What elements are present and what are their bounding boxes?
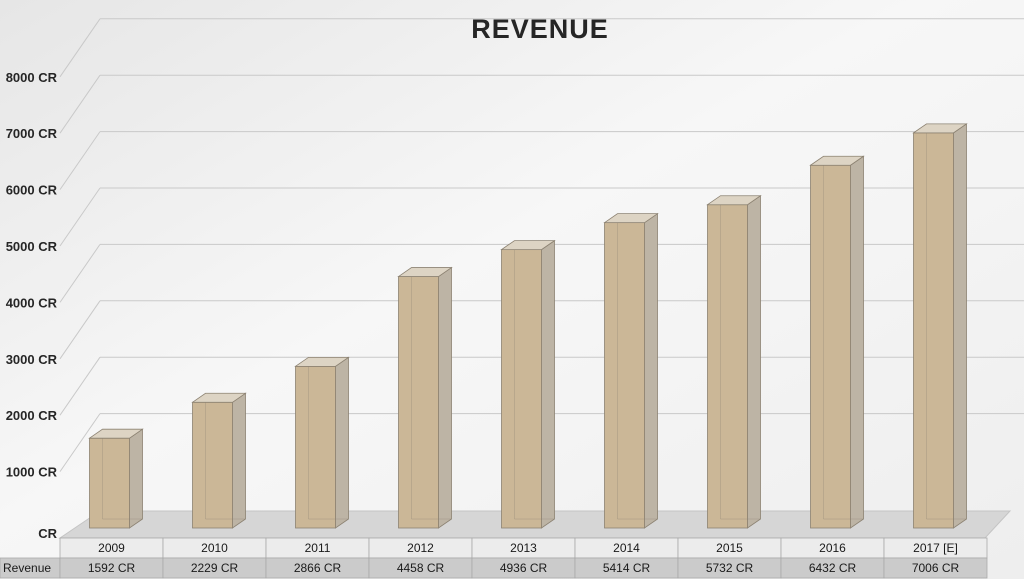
y-tick-label: 8000 CR	[6, 70, 58, 85]
bar-side-face	[129, 428, 143, 529]
table-value-cell	[883, 557, 988, 579]
y-tick-label: 5000 CR	[6, 239, 58, 254]
y-tick-label: 4000 CR	[6, 295, 58, 310]
value-label: 6432 CR	[809, 561, 857, 575]
bar-side-face	[232, 392, 246, 529]
gridline-diagonal	[59, 131, 101, 190]
category-label: 2012	[407, 541, 434, 555]
category-label: 2009	[98, 541, 125, 555]
category-label: 2013	[510, 541, 537, 555]
bar-front-face	[192, 401, 233, 529]
bar-front-face	[604, 222, 645, 529]
gridline-diagonal	[59, 74, 101, 134]
category-label: 2011	[305, 541, 331, 555]
gridline-diagonal	[59, 356, 101, 416]
bar-front-face	[398, 276, 439, 529]
value-label: 2229 CR	[191, 561, 239, 575]
bar-2014	[603, 212, 659, 529]
bar-front-face	[913, 132, 954, 529]
bar-top-face	[294, 356, 350, 367]
bar-side-face	[438, 266, 452, 529]
bar-top-face	[397, 267, 453, 277]
category-label: 2016	[819, 541, 846, 555]
value-label: 5732 CR	[706, 561, 754, 575]
bar-top-face	[191, 392, 247, 403]
category-label: 2010	[201, 541, 228, 555]
bar-front-face	[810, 164, 851, 529]
bar-side-face	[747, 194, 761, 529]
bar-top-face	[88, 428, 144, 439]
bar-2012	[397, 266, 453, 529]
category-label: 2017 [E]	[913, 541, 958, 555]
bar-top-face	[809, 155, 865, 166]
bar-front-face	[501, 249, 542, 529]
y-tick-label: 7000 CR	[6, 126, 58, 141]
value-label: 4458 CR	[397, 561, 445, 575]
bar-front-face	[295, 365, 336, 529]
data-table: Revenue 2009 1592 CR 2010 2229 CR 2011 2866 CR…	[0, 537, 988, 579]
value-label: 4936 CR	[500, 561, 548, 575]
bar-side-face	[335, 356, 349, 529]
bar-front-face	[707, 204, 748, 529]
bar-2017-E	[912, 123, 968, 529]
gridlines	[59, 18, 1024, 472]
gridline-diagonal	[59, 300, 101, 360]
gridline-diagonal	[59, 244, 101, 303]
y-axis-labels: CR 1000 CR 2000 CR 3000 CR 4000 CR 5000 CR 600…	[6, 70, 58, 541]
y-tick-label: 6000 CR	[6, 183, 58, 198]
gridline-diagonal	[59, 18, 101, 78]
gridline-diagonal	[59, 413, 101, 472]
bar-2010	[191, 392, 247, 529]
value-label: 5414 CR	[603, 561, 651, 575]
bar-2009	[88, 428, 144, 529]
y-tick-label: 1000 CR	[6, 465, 58, 480]
value-label: 2866 CR	[294, 561, 342, 575]
bar-2011	[294, 356, 350, 529]
bar-top-face	[706, 195, 762, 206]
value-label: 7006 CR	[912, 561, 960, 575]
bars	[88, 123, 968, 529]
y-tick-label: CR	[38, 526, 57, 541]
bar-side-face	[541, 239, 555, 529]
bar-side-face	[644, 212, 658, 529]
value-label: 1592 CR	[88, 561, 136, 575]
category-label: 2015	[716, 541, 743, 555]
bar-top-face	[912, 123, 968, 134]
bar-top-face	[500, 240, 556, 251]
bar-front-face	[89, 437, 130, 529]
gridline-diagonal	[59, 187, 101, 247]
bar-2016	[809, 155, 865, 529]
category-label: 2014	[613, 541, 640, 555]
bar-2013	[500, 239, 556, 529]
bar-side-face	[953, 123, 967, 529]
table-row-label: Revenue	[3, 561, 51, 575]
bar-side-face	[850, 155, 864, 529]
bar-2015	[706, 194, 762, 529]
y-tick-label: 3000 CR	[6, 352, 58, 367]
y-tick-label: 2000 CR	[6, 408, 58, 423]
bar-top-face	[603, 213, 659, 224]
